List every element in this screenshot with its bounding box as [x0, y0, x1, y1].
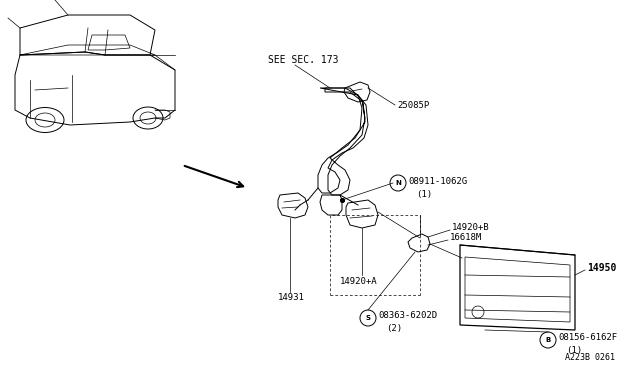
Text: 14920+A: 14920+A	[340, 278, 378, 286]
Text: 14931: 14931	[278, 294, 305, 302]
Text: S: S	[365, 315, 371, 321]
Text: SEE SEC. 173: SEE SEC. 173	[268, 55, 339, 65]
Text: N: N	[395, 180, 401, 186]
Text: 14950: 14950	[587, 263, 616, 273]
Text: A223B 0261: A223B 0261	[565, 353, 615, 362]
Text: (2): (2)	[386, 324, 402, 333]
Text: 08363-6202D: 08363-6202D	[378, 311, 437, 321]
Text: (1): (1)	[566, 346, 582, 355]
Text: 14920+B: 14920+B	[452, 224, 490, 232]
Text: (1): (1)	[416, 189, 432, 199]
Text: B: B	[545, 337, 550, 343]
Text: 25085P: 25085P	[397, 100, 429, 109]
Text: 08911-1062G: 08911-1062G	[408, 177, 467, 186]
Text: 08156-6162F: 08156-6162F	[558, 334, 617, 343]
Text: 16618M: 16618M	[450, 234, 483, 243]
